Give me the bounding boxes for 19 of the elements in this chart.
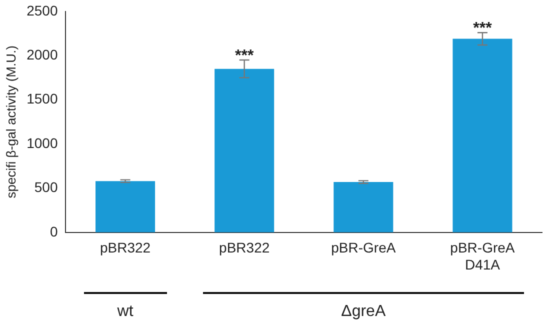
- y-tick-label: 500: [34, 179, 58, 196]
- y-tick-label: 0: [50, 223, 58, 240]
- bar: [214, 68, 274, 232]
- y-tick-label: 1000: [26, 134, 58, 151]
- text: ΔgreA: [340, 303, 387, 321]
- x-tick-label: pBR-GreA D41A: [450, 240, 516, 272]
- y-tick-label: 2000: [26, 46, 58, 62]
- bar: [334, 182, 394, 232]
- x-tick-label: pBR-GreA: [331, 240, 396, 256]
- bar: [452, 38, 512, 232]
- x-tick-label: pBR322: [219, 240, 270, 256]
- text: wt: [116, 303, 134, 321]
- annotation: ***: [234, 47, 254, 64]
- y-tick-label: 1500: [26, 90, 58, 107]
- y-axis-title: specifi β-gal activity (M.U.): [3, 46, 18, 198]
- bar: [96, 181, 156, 232]
- y-tick-label: 2500: [26, 2, 58, 18]
- x-tick-label: pBR322: [100, 240, 151, 256]
- annotation: ***: [473, 20, 493, 38]
